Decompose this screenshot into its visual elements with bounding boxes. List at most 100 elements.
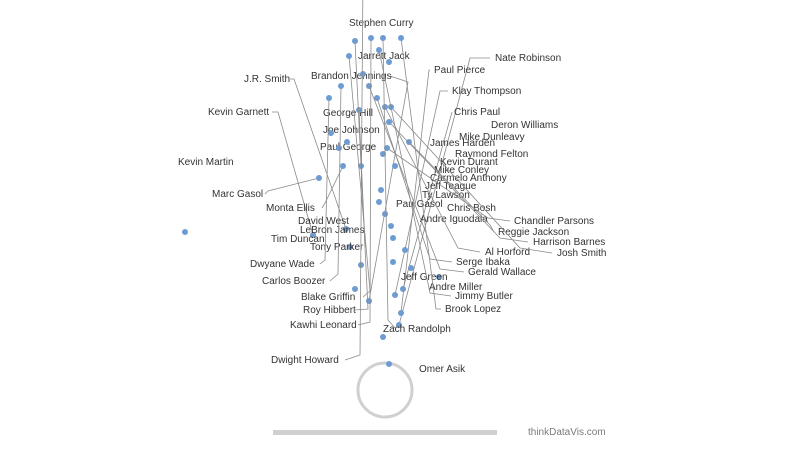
data-point-nate-robinson[interactable] <box>396 322 402 328</box>
data-point-jimmy-butler[interactable] <box>376 47 382 53</box>
data-point-carlos-boozer[interactable] <box>338 83 344 89</box>
data-label-roy-hibbert: Roy Hibbert <box>303 305 356 316</box>
data-point-jarrett-jack[interactable] <box>380 334 386 340</box>
data-label-deron-williams: Deron Williams <box>491 120 558 131</box>
data-point-james-harden[interactable] <box>390 259 396 265</box>
data-label-tim-duncan: Tim Duncan <box>271 234 325 245</box>
data-point-serge-ibaka[interactable] <box>374 95 380 101</box>
data-point-mike-conley[interactable] <box>388 223 394 229</box>
data-point-ty-lawson[interactable] <box>378 187 384 193</box>
data-point-george-hill[interactable] <box>352 286 358 292</box>
data-label-kawhi-leonard: Kawhi Leonard <box>290 320 357 331</box>
data-label-zach-randolph: Zach Randolph <box>383 324 451 335</box>
data-label-kevin-martin: Kevin Martin <box>178 157 234 168</box>
data-point-reggie-jackson[interactable] <box>406 139 412 145</box>
data-label-serge-ibaka: Serge Ibaka <box>456 257 510 268</box>
data-point-brook-lopez[interactable] <box>398 35 404 41</box>
data-label-j-r-smith: J.R. Smith <box>244 74 290 85</box>
data-point-blake-griffin[interactable] <box>346 53 352 59</box>
data-label-lebron-james: LeBron James <box>300 225 364 236</box>
data-point-stephen-curry[interactable] <box>386 361 392 367</box>
data-point-mike-dunleavy[interactable] <box>408 265 414 271</box>
data-point-andre-miller[interactable] <box>386 59 392 65</box>
data-point-raymond-felton[interactable] <box>402 247 408 253</box>
data-point-chandler-parsons[interactable] <box>384 145 390 151</box>
data-point-kevin-martin[interactable] <box>182 229 188 235</box>
leader-line-dwyane-wade <box>319 97 330 265</box>
data-point-roy-hibbert[interactable] <box>352 38 358 44</box>
data-point-jeff-teague[interactable] <box>376 199 382 205</box>
data-point-carmelo-anthony[interactable] <box>382 211 388 217</box>
data-point-tony-parker[interactable] <box>356 107 362 113</box>
leader-line-chris-paul <box>402 111 453 290</box>
leader-line-paul-pierce <box>400 69 430 314</box>
data-label-brook-lopez: Brook Lopez <box>445 304 501 315</box>
data-label-james-harden: James Harden <box>430 138 495 149</box>
data-point-david-west[interactable] <box>336 145 342 151</box>
court <box>273 361 497 435</box>
data-label-marc-gasol: Marc Gasol <box>212 189 263 200</box>
leader-line-roy-hibbert <box>354 40 369 311</box>
leader-line-brook-lopez <box>400 37 441 310</box>
data-point-marc-gasol[interactable] <box>316 175 322 181</box>
basket-hoop <box>356 361 414 419</box>
leader-line-josh-smith <box>390 106 553 254</box>
data-label-dwyane-wade: Dwyane Wade <box>250 259 315 270</box>
data-label-kevin-durant: Kevin Durant <box>440 157 498 168</box>
leader-line-kawhi-leonard <box>357 37 372 326</box>
data-label-paul-george: Paul George <box>320 142 377 153</box>
data-point-andre-iguodala[interactable] <box>380 151 386 157</box>
data-point-brandon-jennings[interactable] <box>366 298 372 304</box>
data-label-monta-ellis: Monta Ellis <box>266 203 315 214</box>
data-label-brandon-jennings: Brandon Jennings <box>311 71 392 82</box>
data-point-al-horford[interactable] <box>382 104 388 110</box>
credit-text: thinkDataVis.com <box>528 427 606 438</box>
data-label-andre-iguodala: Andre Iguodala <box>420 214 488 225</box>
data-label-harrison-barnes: Harrison Barnes <box>533 237 605 248</box>
data-label-ty-lawson: Ty Lawson <box>422 190 470 201</box>
data-label-jarrett-jack: Jarrett Jack <box>358 51 411 62</box>
data-point-monta-ellis[interactable] <box>340 163 346 169</box>
data-point-kawhi-leonard[interactable] <box>368 35 374 41</box>
data-point-klay-thompson[interactable] <box>392 292 398 298</box>
leader-line-carlos-boozer <box>329 85 342 282</box>
data-label-pau-gasol: Pau Gasol <box>396 199 443 210</box>
leader-line-brandon-jennings <box>368 75 409 302</box>
data-point-j-r-smith[interactable] <box>343 226 349 232</box>
data-point-deron-williams[interactable] <box>436 274 442 280</box>
data-label-joe-johnson: Joe Johnson <box>323 125 380 136</box>
data-point-paul-george[interactable] <box>347 244 353 250</box>
leader-line-dwight-howard <box>344 0 364 361</box>
data-point-lebron-james[interactable] <box>344 139 350 145</box>
data-label-al-horford: Al Horford <box>485 247 530 258</box>
leader-line-harrison-barnes <box>388 121 529 243</box>
data-point-tim-duncan[interactable] <box>328 130 334 136</box>
data-point-chris-bosh[interactable] <box>392 163 398 169</box>
data-label-paul-pierce: Paul Pierce <box>434 65 486 76</box>
data-point-jeff-green[interactable] <box>360 71 366 77</box>
data-label-jeff-green: Jeff Green <box>401 272 448 283</box>
data-label-blake-griffin: Blake Griffin <box>301 292 355 303</box>
leader-line-j-r-smith <box>290 78 347 230</box>
data-label-tony-parker: Tony Parker <box>310 242 364 253</box>
data-point-harrison-barnes[interactable] <box>386 119 392 125</box>
data-point-chris-paul[interactable] <box>400 286 406 292</box>
data-point-dwyane-wade[interactable] <box>326 95 332 101</box>
data-label-josh-smith: Josh Smith <box>557 248 606 259</box>
data-label-jimmy-butler: Jimmy Butler <box>455 291 513 302</box>
data-label-stephen-curry: Stephen Curry <box>349 18 413 29</box>
backboard <box>273 430 497 435</box>
leader-line-al-horford <box>384 106 481 253</box>
data-label-mike-dunleavy: Mike Dunleavy <box>459 132 525 143</box>
data-point-kevin-garnett[interactable] <box>310 232 316 238</box>
data-label-klay-thompson: Klay Thompson <box>452 86 521 97</box>
leader-line-kevin-garnett <box>272 111 314 236</box>
leader-line-gerald-wallace <box>368 85 465 273</box>
data-point-paul-pierce[interactable] <box>398 310 404 316</box>
data-label-george-hill: George Hill <box>323 108 373 119</box>
data-point-kevin-durant[interactable] <box>390 235 396 241</box>
data-point-zach-randolph[interactable] <box>380 35 386 41</box>
leader-line-klay-thompson <box>394 90 448 296</box>
data-label-kevin-garnett: Kevin Garnett <box>208 107 269 118</box>
